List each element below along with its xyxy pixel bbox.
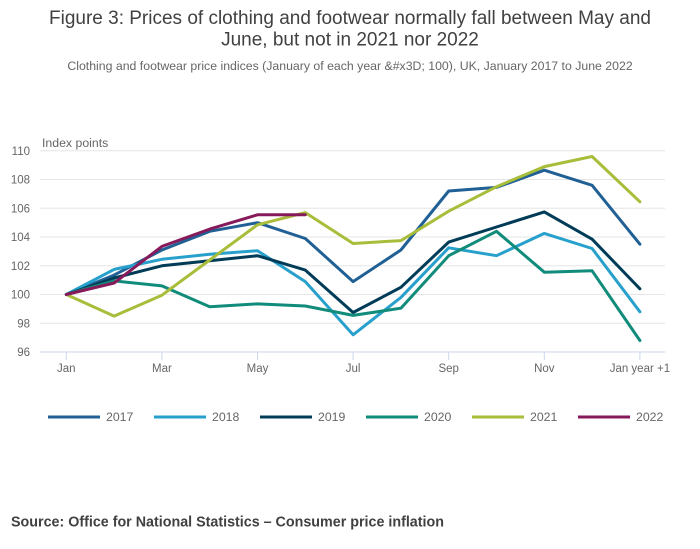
svg-text:Jan: Jan [57, 363, 76, 375]
svg-text:2018: 2018 [212, 410, 240, 424]
svg-text:98: 98 [17, 318, 30, 330]
svg-text:2019: 2019 [318, 410, 346, 424]
svg-text:104: 104 [11, 232, 31, 244]
svg-text:June, but not in 2021 nor 2022: June, but not in 2021 nor 2022 [221, 29, 479, 50]
svg-text:110: 110 [12, 146, 30, 158]
svg-text:Clothing and footwear price in: Clothing and footwear price indices (Jan… [67, 59, 632, 73]
svg-text:Nov: Nov [534, 363, 555, 375]
svg-text:102: 102 [11, 261, 30, 273]
svg-text:108: 108 [11, 175, 30, 187]
svg-text:Figure 3: Prices of clothing a: Figure 3: Prices of clothing and footwea… [49, 8, 651, 29]
svg-text:2017: 2017 [106, 410, 134, 424]
svg-text:2022: 2022 [636, 410, 664, 424]
svg-text:Source: Office for National St: Source: Office for National Statistics –… [11, 514, 444, 530]
svg-text:106: 106 [11, 203, 30, 215]
svg-text:100: 100 [11, 290, 30, 302]
svg-text:Mar: Mar [152, 363, 172, 375]
svg-text:Jan year +1: Jan year +1 [610, 363, 670, 375]
svg-text:2020: 2020 [424, 410, 452, 424]
svg-text:May: May [247, 363, 269, 375]
svg-text:Index points: Index points [42, 136, 108, 150]
svg-text:2021: 2021 [530, 410, 558, 424]
svg-text:Sep: Sep [438, 363, 458, 375]
svg-text:Jul: Jul [346, 363, 361, 375]
svg-text:96: 96 [17, 347, 30, 359]
